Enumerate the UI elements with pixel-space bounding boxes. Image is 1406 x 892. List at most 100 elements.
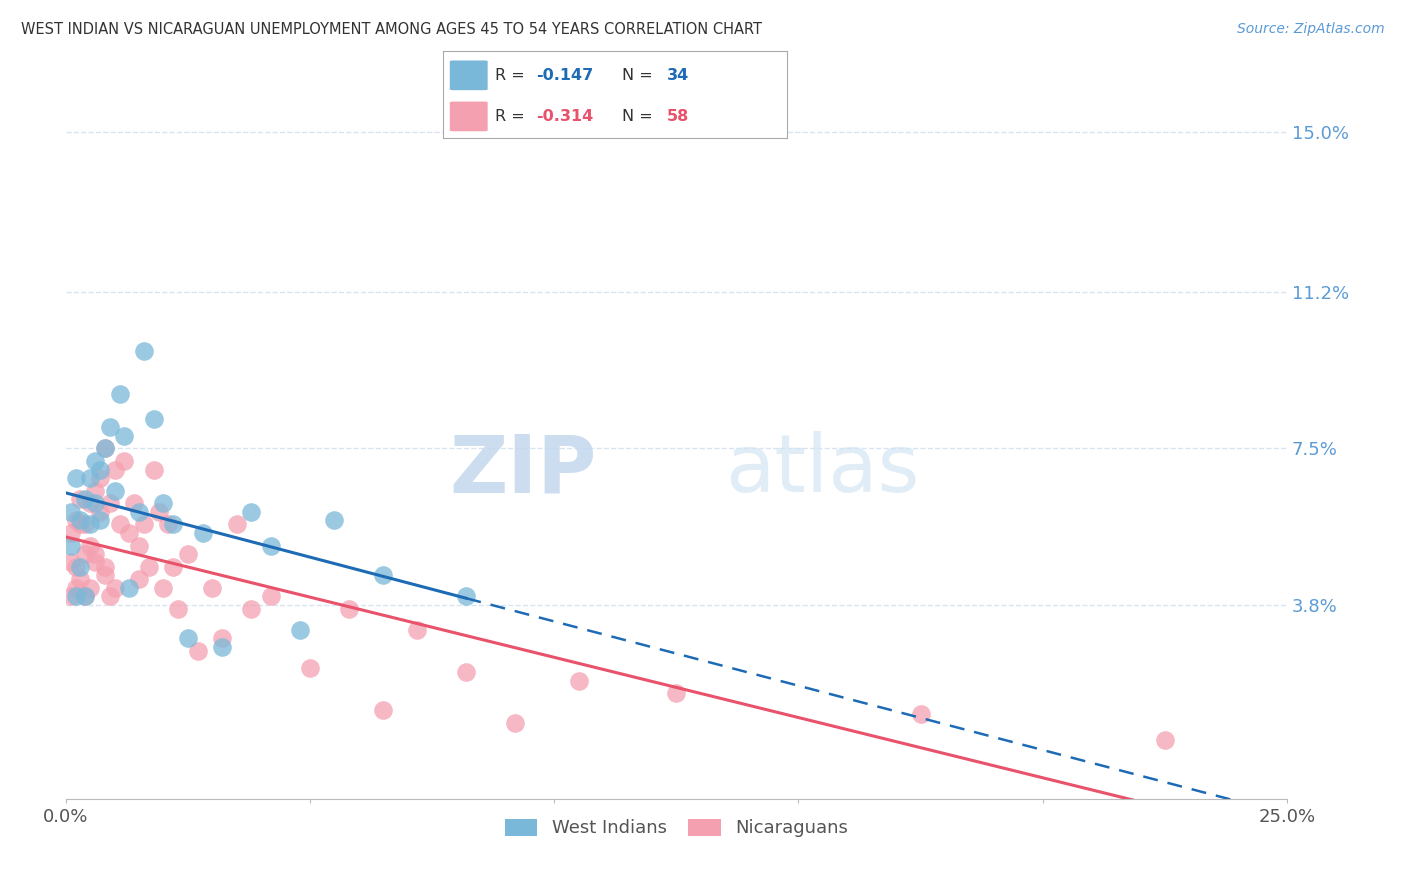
Point [59,589,82,603]
Point [225,517,247,532]
Point [98,496,121,510]
Point [79,496,101,510]
Point [128,572,150,586]
Text: N =: N = [621,68,658,83]
Point [75,589,97,603]
FancyBboxPatch shape [450,61,488,90]
Text: 34: 34 [666,68,689,83]
Point [112,454,135,468]
Point [69,513,91,527]
Point [157,517,180,532]
Point [138,559,160,574]
Text: R =: R = [495,68,530,83]
Point [191,525,214,540]
Point [162,517,184,532]
Point [260,539,283,553]
Text: Source: ZipAtlas.com: Source: ZipAtlas.com [1237,22,1385,37]
Point [503,715,526,730]
Point [84,483,107,498]
Text: N =: N = [621,109,658,124]
Point [89,462,111,476]
Point [84,556,107,570]
Point [323,513,346,527]
Point [59,556,82,570]
Point [122,496,145,510]
Point [98,589,121,603]
Point [128,505,150,519]
Text: 58: 58 [666,109,689,124]
Point [84,496,107,510]
Point [1153,732,1175,747]
Point [187,644,209,658]
FancyBboxPatch shape [450,102,488,131]
Point [89,513,111,527]
Point [118,581,141,595]
Point [456,665,478,680]
Point [65,589,87,603]
Point [118,525,141,540]
Point [84,454,107,468]
Point [104,462,127,476]
Point [152,496,174,510]
Point [177,632,200,646]
Legend: West Indians, Nicaraguans: West Indians, Nicaraguans [498,812,855,845]
Point [132,344,155,359]
Point [79,517,101,532]
Point [211,640,233,654]
Point [94,442,117,456]
Point [65,581,87,595]
Text: -0.314: -0.314 [536,109,593,124]
Point [69,572,91,586]
Point [128,539,150,553]
Point [75,547,97,561]
Text: -0.147: -0.147 [536,68,593,83]
Point [59,539,82,553]
Point [152,581,174,595]
Point [89,505,111,519]
Point [177,547,200,561]
Point [98,420,121,434]
Point [337,602,360,616]
Point [142,412,165,426]
Point [665,686,688,700]
Point [373,568,395,582]
Point [69,517,91,532]
Point [298,661,321,675]
Point [142,462,165,476]
Point [94,559,117,574]
Point [373,703,395,717]
Point [79,539,101,553]
Point [201,581,224,595]
Point [59,505,82,519]
Point [167,602,190,616]
Point [75,492,97,507]
Point [260,589,283,603]
Point [94,442,117,456]
Text: WEST INDIAN VS NICARAGUAN UNEMPLOYMENT AMONG AGES 45 TO 54 YEARS CORRELATION CHA: WEST INDIAN VS NICARAGUAN UNEMPLOYMENT A… [21,22,762,37]
Text: ZIP: ZIP [450,431,598,509]
Point [94,568,117,582]
Point [290,623,312,637]
Point [75,517,97,532]
Point [240,505,263,519]
Point [79,581,101,595]
Point [240,602,263,616]
Point [89,471,111,485]
Point [65,513,87,527]
Point [406,623,429,637]
Point [162,559,184,574]
Point [148,505,170,519]
Point [59,525,82,540]
Point [65,471,87,485]
Point [108,517,131,532]
Point [910,707,932,722]
Point [112,429,135,443]
Point [211,632,233,646]
Point [104,483,127,498]
Point [132,517,155,532]
Point [84,547,107,561]
Point [456,589,478,603]
Point [75,589,97,603]
Text: R =: R = [495,109,530,124]
Point [69,559,91,574]
